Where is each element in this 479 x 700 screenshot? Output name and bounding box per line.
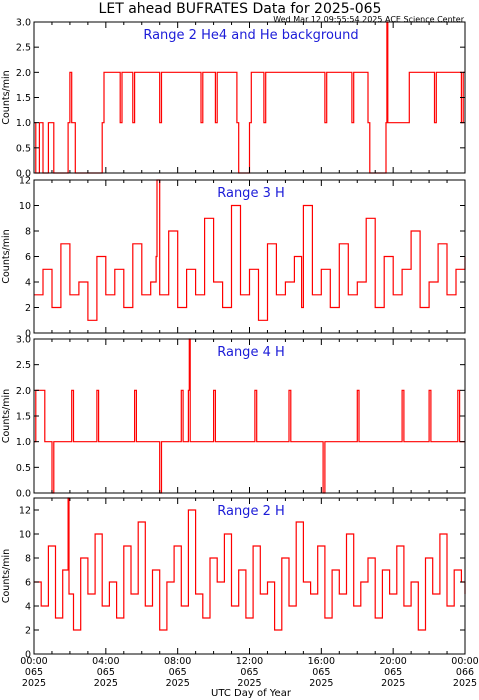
x-tick-label: 16:00: [308, 656, 335, 667]
x-tick-label: 00:00: [20, 656, 47, 667]
y-tick-label: 0: [25, 650, 31, 661]
y-tick-label: 2: [25, 626, 31, 637]
y-tick-label: 8: [25, 554, 31, 565]
x-axis-label: UTC Day of Year: [211, 688, 292, 699]
x-tick-label: 065: [312, 667, 330, 678]
x-tick-label: 065: [240, 667, 258, 678]
y-tick-label: 4: [25, 602, 31, 613]
plot-frame: [33, 497, 466, 655]
y-tick-label: 4: [25, 278, 31, 289]
y-tick-label: 12: [19, 506, 31, 517]
x-tick-label: 2025: [381, 678, 405, 689]
y-tick-label: 1.0: [16, 118, 31, 129]
x-tick-label: 20:00: [379, 656, 406, 667]
chart-panel-4: 0 2 4 6 8 10 12 Range 2 H Counts/min: [1, 497, 466, 661]
y-tick-label: 6: [25, 252, 31, 263]
x-tick-label: 2025: [166, 678, 190, 689]
y-tick-label: 1.0: [16, 437, 31, 448]
y-tick-label: 1.5: [16, 93, 31, 104]
y-axis-label: Counts/min: [1, 389, 12, 443]
chart-panel-1: 0.0 0.5 1.0 1.5 2.0 2.5 3.0 Range 2 He4 and He …: [1, 18, 466, 180]
y-tick-label: 0.0: [16, 169, 31, 180]
y-tick-label: 0.5: [16, 143, 31, 154]
series-line-1-1: [34, 21, 465, 174]
panel-title: Range 4 H: [217, 345, 285, 360]
x-tick-label: 065: [169, 667, 187, 678]
y-tick-label: 1.5: [16, 412, 31, 423]
y-axis-label: Counts/min: [1, 549, 12, 603]
y-tick-label: 10: [19, 201, 31, 212]
panel-title: Range 3 H: [217, 186, 285, 201]
x-tick-label: 2025: [22, 678, 46, 689]
panel-title: Range 2 H: [217, 504, 285, 519]
x-axis-ticks: 00:00065202504:00065202508:00065202512:0…: [20, 656, 478, 689]
panel-title: Range 2 He4 and He background: [143, 28, 358, 43]
x-tick-label: 2025: [94, 678, 118, 689]
x-tick-label: 08:00: [164, 656, 191, 667]
y-tick-label: 6: [25, 578, 31, 589]
chart-panel-2: 0 2 4 6 8 10 12 Range 3 H Counts/min: [1, 176, 466, 340]
figure-title: LET ahead BUFRATES Data for 2025-065: [99, 1, 382, 17]
y-tick-label: 0: [25, 329, 31, 340]
y-tick-label: 2.0: [16, 68, 31, 79]
y-tick-label: 2.0: [16, 386, 31, 397]
y-axis-label: Counts/min: [1, 70, 12, 124]
y-tick-label: 10: [19, 530, 31, 541]
y-tick-label: 8: [25, 227, 31, 238]
x-tick-label: 12:00: [236, 656, 263, 667]
x-tick-label: 065: [97, 667, 115, 678]
series-line-3-1: [34, 338, 465, 494]
y-tick-label: 2: [25, 303, 31, 314]
x-tick-label: 2025: [309, 678, 333, 689]
x-tick-label: 065: [384, 667, 402, 678]
timestamp-stamp: Wed Mar 12 09:55:54 2025 ACE Science Cen…: [273, 15, 464, 24]
y-axis-label: Counts/min: [1, 229, 12, 283]
series-line-2-1: [34, 179, 466, 321]
x-tick-label: 00:00: [451, 656, 478, 667]
x-tick-label: 066: [456, 667, 474, 678]
y-tick-label: 2.5: [16, 43, 31, 54]
y-tick-label: 2.5: [16, 360, 31, 371]
panels: 0.0 0.5 1.0 1.5 2.0 2.5 3.0 Range 2 He4 and He …: [1, 18, 466, 661]
x-tick-label: 065: [25, 667, 43, 678]
x-tick-label: 2025: [453, 678, 477, 689]
x-tick-label: 04:00: [92, 656, 119, 667]
y-tick-label: 12: [19, 176, 31, 187]
series-line-4-1: [34, 497, 466, 631]
y-tick-label: 0.5: [16, 463, 31, 474]
x-tick-label: 2025: [237, 678, 261, 689]
y-tick-label: 3.0: [16, 335, 31, 346]
chart-panel-3: 0.0 0.5 1.0 1.5 2.0 2.5 3.0 Range 4 H Counts/min: [1, 335, 466, 500]
y-tick-label: 0.0: [16, 489, 31, 500]
y-tick-label: 3.0: [16, 18, 31, 29]
